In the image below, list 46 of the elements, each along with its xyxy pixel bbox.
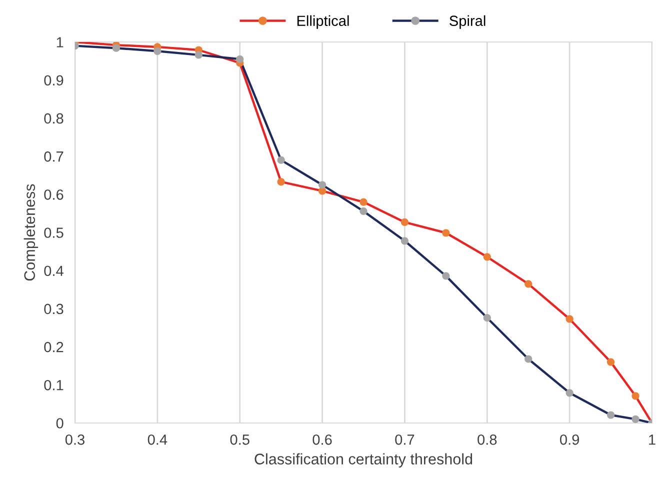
point [400,218,409,226]
point [524,355,532,363]
legend-label: Elliptical [297,15,349,29]
point [318,181,326,189]
point [632,392,640,400]
point [112,44,120,52]
y-tick-label: 0.1 [44,380,64,390]
y-tick-label: 0.3 [44,304,64,314]
point [483,253,491,261]
legend-label: Spiral [450,15,486,29]
x-tick-label: 0.3 [65,434,84,445]
y-tick-label: 0.7 [44,151,64,162]
y-axis-title: Completeness [24,184,38,281]
point [632,415,640,423]
y-tick-label: 0 [56,418,64,428]
point [236,55,244,63]
point [483,314,491,322]
point [360,198,368,206]
y-tick-label: 0.4 [44,266,64,276]
x-tick-label: 0.4 [148,434,168,445]
y-tick-label: 0.9 [44,75,64,86]
x-tick-label: 0.9 [560,434,580,445]
point [277,178,285,186]
point [194,51,202,59]
point [400,237,409,245]
y-tick-label: 1 [56,37,64,48]
x-tick-label: 1 [649,434,656,445]
x-tick-label: 0.8 [478,434,497,445]
point [566,389,574,397]
x-tick-label: 0.6 [312,434,332,445]
y-tick-label: 0.6 [44,190,64,200]
point [524,280,532,288]
point [154,47,162,55]
y-tick-label: 0.5 [44,228,64,238]
x-tick-label: 0.5 [230,434,250,445]
point [606,411,615,419]
point [442,272,450,280]
point [360,207,368,215]
point [566,315,574,323]
point [277,156,285,164]
y-tick-label: 0.8 [44,113,64,124]
point [442,229,450,237]
point [606,358,615,366]
x-tick-label: 0.7 [395,434,414,445]
y-tick-label: 0.2 [44,342,64,352]
x-axis-title: Classification certainty threshold [254,453,472,468]
